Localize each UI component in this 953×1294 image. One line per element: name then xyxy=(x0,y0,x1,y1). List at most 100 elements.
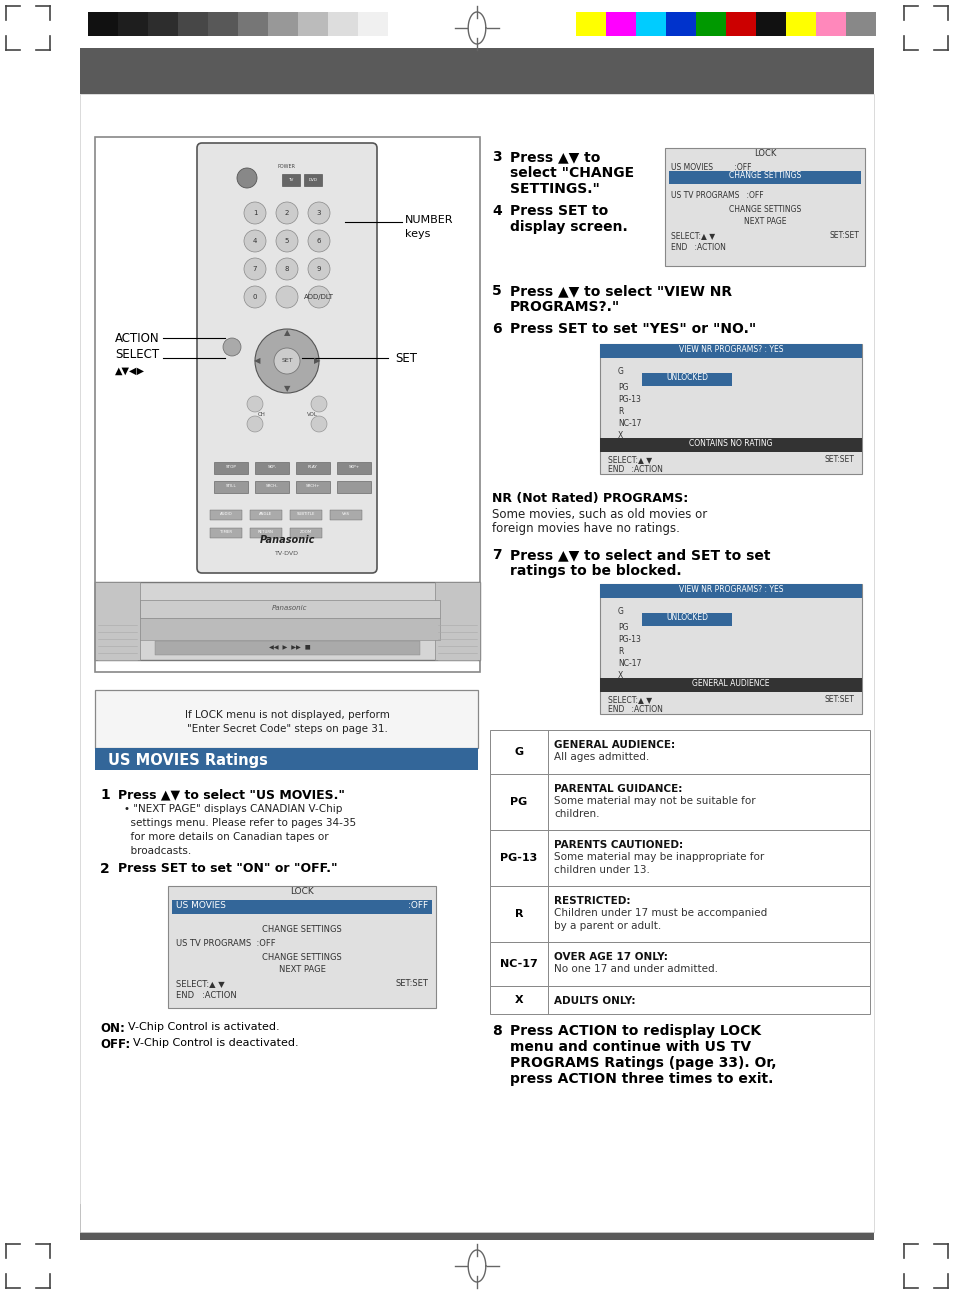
Bar xyxy=(140,600,439,619)
Text: CHANGE SETTINGS: CHANGE SETTINGS xyxy=(728,171,801,180)
Text: END   :ACTION: END :ACTION xyxy=(175,991,236,1000)
Bar xyxy=(576,12,605,36)
FancyBboxPatch shape xyxy=(196,144,376,573)
Bar xyxy=(755,12,785,36)
Text: ▶: ▶ xyxy=(314,357,320,365)
Text: No one 17 and under admitted.: No one 17 and under admitted. xyxy=(554,964,718,974)
Circle shape xyxy=(274,348,299,374)
Text: Children under 17 must be accompanied: Children under 17 must be accompanied xyxy=(554,908,766,917)
Text: CHANGE SETTINGS: CHANGE SETTINGS xyxy=(262,952,341,961)
Text: 5: 5 xyxy=(285,238,289,245)
Circle shape xyxy=(275,230,297,252)
Text: VIEW NR PROGRAMS? : YES: VIEW NR PROGRAMS? : YES xyxy=(678,345,782,355)
Text: SET:SET: SET:SET xyxy=(828,232,858,239)
Text: V-Chip Control is deactivated.: V-Chip Control is deactivated. xyxy=(132,1038,298,1048)
Bar xyxy=(95,582,140,660)
Text: NEXT PAGE: NEXT PAGE xyxy=(743,217,785,226)
Bar xyxy=(140,619,439,641)
Bar xyxy=(636,12,665,36)
Text: SET:SET: SET:SET xyxy=(823,695,853,704)
Bar xyxy=(80,1203,873,1240)
Bar xyxy=(490,730,869,774)
Text: SET:SET: SET:SET xyxy=(823,455,853,465)
Text: Press ▲▼ to select "US MOVIES.": Press ▲▼ to select "US MOVIES." xyxy=(118,788,345,801)
Text: X: X xyxy=(515,995,523,1005)
Text: For assistance, please call : 1-800-211-PANA(7262) or, contact us via the web at: For assistance, please call : 1-800-211-… xyxy=(248,1218,705,1227)
Bar xyxy=(148,12,178,36)
Circle shape xyxy=(311,415,327,432)
Text: 3: 3 xyxy=(492,150,501,164)
Text: 32: 32 xyxy=(88,1212,112,1231)
Text: 8: 8 xyxy=(492,1024,501,1038)
Text: keys: keys xyxy=(405,229,430,239)
Text: 9: 9 xyxy=(316,267,321,272)
Text: PG-13: PG-13 xyxy=(618,395,640,404)
Text: NR (Not Rated) PROGRAMS:: NR (Not Rated) PROGRAMS: xyxy=(492,492,687,505)
Bar xyxy=(154,641,419,655)
Text: VOL: VOL xyxy=(306,411,317,417)
Bar xyxy=(304,173,322,186)
Text: OVER AGE 17 ONLY:: OVER AGE 17 ONLY: xyxy=(554,952,667,961)
Text: 1: 1 xyxy=(253,210,257,216)
Text: menu and continue with US TV: menu and continue with US TV xyxy=(510,1040,750,1055)
Text: Panasonic: Panasonic xyxy=(259,534,314,545)
Bar xyxy=(254,481,289,493)
Text: 3: 3 xyxy=(316,210,321,216)
Text: PARENTAL GUIDANCE:: PARENTAL GUIDANCE: xyxy=(554,784,681,795)
Text: X: X xyxy=(618,672,622,681)
Bar xyxy=(599,678,862,692)
Text: ADULTS ONLY:: ADULTS ONLY: xyxy=(554,996,635,1005)
Circle shape xyxy=(247,415,263,432)
Bar xyxy=(208,12,237,36)
Text: G: G xyxy=(618,367,623,377)
Bar xyxy=(641,613,731,626)
Text: CONTAINS NO RATING: CONTAINS NO RATING xyxy=(688,439,772,448)
Text: broadcasts.: broadcasts. xyxy=(124,846,191,857)
Text: ratings to be blocked.: ratings to be blocked. xyxy=(510,564,680,578)
Text: settings menu. Please refer to pages 34-35: settings menu. Please refer to pages 34-… xyxy=(124,818,355,828)
Text: TV: TV xyxy=(288,179,294,182)
Text: STILL: STILL xyxy=(226,484,236,488)
Circle shape xyxy=(308,286,330,308)
Text: ACTION: ACTION xyxy=(115,331,159,344)
Text: SKP+: SKP+ xyxy=(348,465,359,468)
Bar xyxy=(490,942,869,986)
Text: US MOVIES         :OFF: US MOVIES :OFF xyxy=(670,163,751,172)
Bar xyxy=(282,173,299,186)
Text: CHANGE SETTINGS: CHANGE SETTINGS xyxy=(262,925,341,934)
Circle shape xyxy=(247,396,263,411)
Bar xyxy=(254,462,289,474)
Bar xyxy=(295,462,330,474)
Text: Press SET to set "ON" or "OFF.": Press SET to set "ON" or "OFF." xyxy=(118,862,337,875)
Text: PROGRAMS?.": PROGRAMS?." xyxy=(510,300,619,314)
Text: GENERAL AUDIENCE: GENERAL AUDIENCE xyxy=(692,679,769,688)
Circle shape xyxy=(275,202,297,224)
Text: SRCH+: SRCH+ xyxy=(305,484,320,488)
Bar xyxy=(599,437,862,452)
Bar xyxy=(599,344,862,358)
Text: SELECT:▲ ▼: SELECT:▲ ▼ xyxy=(607,695,652,704)
Text: 1: 1 xyxy=(100,788,110,802)
Bar xyxy=(785,12,815,36)
Text: All ages admitted.: All ages admitted. xyxy=(554,752,649,762)
Circle shape xyxy=(254,329,318,393)
Circle shape xyxy=(236,168,256,188)
Text: AUDIO: AUDIO xyxy=(219,512,233,516)
Text: press ACTION three times to exit.: press ACTION three times to exit. xyxy=(510,1071,773,1086)
Text: SET:SET: SET:SET xyxy=(395,980,428,989)
Text: END   :ACTION: END :ACTION xyxy=(607,465,662,474)
Text: US MOVIES: US MOVIES xyxy=(175,901,226,910)
Text: 8: 8 xyxy=(284,267,289,272)
Bar xyxy=(80,48,873,94)
Text: 2: 2 xyxy=(285,210,289,216)
Text: SELECT:▲ ▼: SELECT:▲ ▼ xyxy=(175,980,225,989)
Text: SELECT: SELECT xyxy=(115,348,159,361)
Bar xyxy=(297,12,328,36)
Text: Panasonic: Panasonic xyxy=(272,606,308,611)
Text: 7: 7 xyxy=(492,547,501,562)
Text: US MOVIES Ratings: US MOVIES Ratings xyxy=(108,753,268,767)
Bar xyxy=(213,481,248,493)
Text: VIEW NR PROGRAMS? : YES: VIEW NR PROGRAMS? : YES xyxy=(678,585,782,594)
Text: OFF:: OFF: xyxy=(100,1038,131,1051)
Text: X: X xyxy=(618,431,622,440)
